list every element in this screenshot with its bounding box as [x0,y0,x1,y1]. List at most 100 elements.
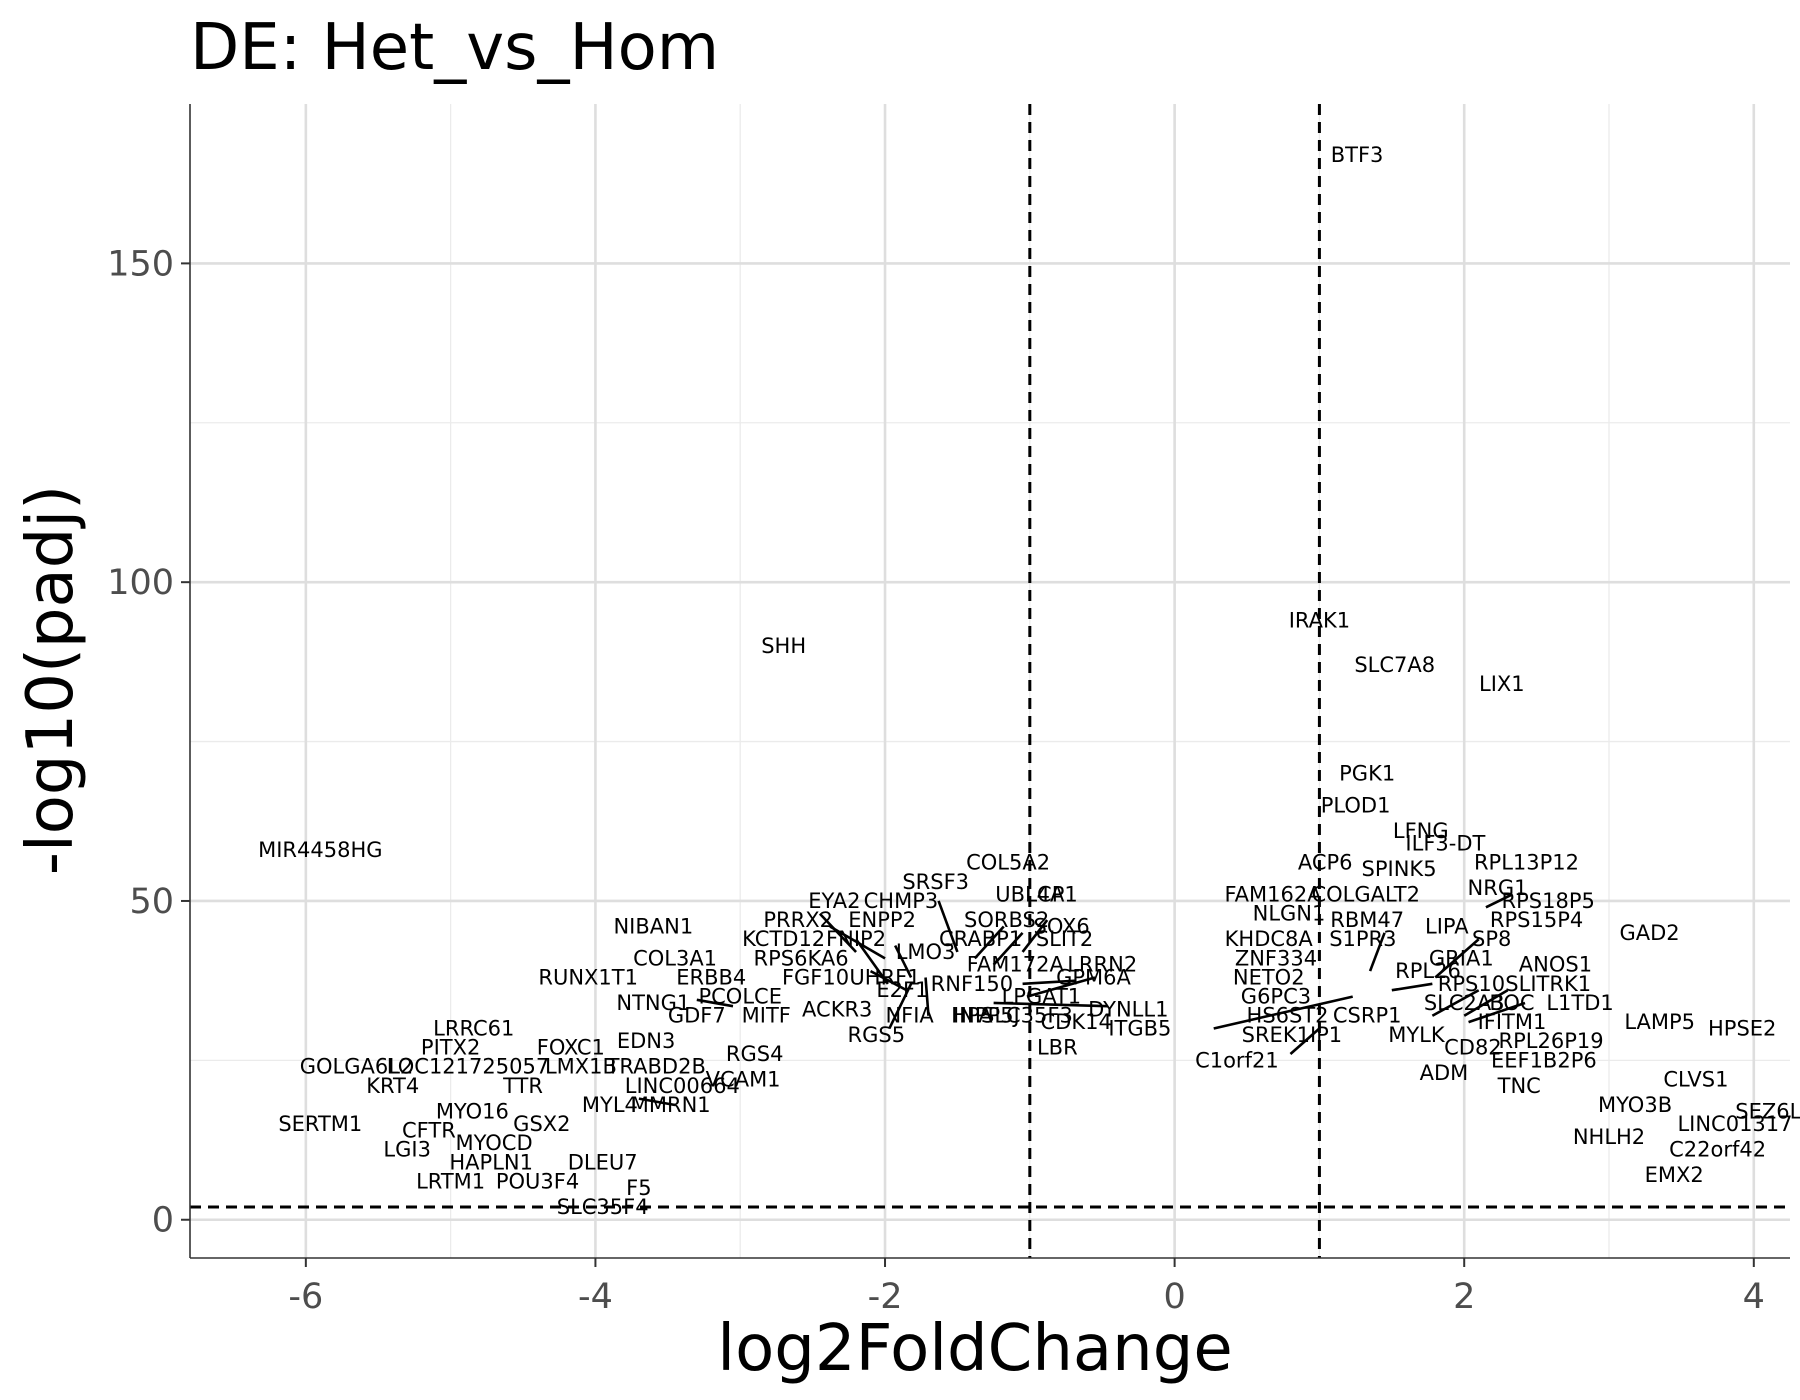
gene-label: BTF3 [1331,143,1384,167]
gene-label: SPINK5 [1362,857,1437,881]
gene-label: KCTD12 [742,927,825,951]
gene-label: LGI3 [383,1138,431,1162]
gene-label: EYA2 [808,889,860,913]
leader-line [1431,989,1480,1017]
leader-line [993,1001,1109,1008]
gene-label: UHRF1 [849,965,920,989]
gene-label: PRRX2 [763,908,833,932]
gene-label: LRRC61 [433,1016,514,1040]
gene-label: DLEU7 [568,1150,638,1174]
gene-label: PLOD1 [1321,793,1391,817]
gene-label: ILF3-DT [1405,832,1485,856]
gene-label: INPP5J [953,1004,1020,1028]
gene-label: LMO3 [896,940,956,964]
leader-line [888,983,913,1030]
gene-label: RPS6KA6 [754,946,849,970]
gene-label: NHLH2 [1573,1125,1645,1149]
gene-label: ENPP2 [848,908,916,932]
gene-label: E2F1 [876,978,928,1002]
gene-label: EDN3 [617,1029,676,1053]
gene-label: RPS18P5 [1502,889,1595,913]
leader-line [1022,979,1077,986]
x-tick-label: -6 [288,1277,323,1317]
gene-label: SORBS2 [964,908,1049,932]
gene-label: SEZ6L [1735,1099,1800,1123]
gene-label: ZNF334 [1235,946,1317,970]
gene-label: NIBAN1 [613,914,693,938]
gene-label: RPL26P19 [1499,1029,1604,1053]
gene-label: TNC [1497,1074,1541,1098]
chart-title: DE: Het_vs_Hom [190,11,719,85]
gene-label: SLC35F4 [557,1195,649,1219]
gene-label: HPSE2 [1708,1016,1776,1040]
x-axis-title: log2FoldChange [717,1312,1232,1386]
gene-label: EMX2 [1645,1163,1704,1187]
leader-line [1368,932,1386,972]
gene-label: DYNLL1 [1088,997,1168,1021]
gene-label: G6PC3 [1241,985,1311,1009]
threshold-lines [190,104,1790,1258]
leader-line [973,925,1005,960]
gene-label: MMRN1 [631,1093,711,1117]
gene-label: GOLGA6L2 [300,1055,414,1079]
gene-label: CSRP1 [1333,1004,1402,1028]
gene-label: VCAM1 [706,1067,781,1091]
gene-label: GAD2 [1619,921,1679,945]
gene-label: CDK14 [1040,1010,1111,1034]
gene-label: LINC00664 [625,1074,740,1098]
gene-label: RPL13P12 [1474,851,1579,875]
gene-label: RBM47 [1330,908,1404,932]
x-tick-label: 2 [1453,1277,1475,1317]
gene-label: LMX1B [545,1055,617,1079]
gene-label: LOC121725057 [387,1055,549,1079]
gene-label: C1orf21 [1195,1048,1279,1072]
gene-label: KHDC8A [1225,927,1314,951]
gene-label: FOXC1 [537,1036,605,1060]
gene-label: LFNG [1393,819,1449,843]
gene-label: MYO16 [436,1099,509,1123]
gene-label: LPGAT1 [1002,985,1082,1009]
y-axis-ticks: 0 50 100 150 [107,244,190,1241]
gene-label: CFTR [402,1118,456,1142]
gene-label: RPL26 [1395,959,1461,983]
leader-line [1391,982,1433,992]
major-gridlines [190,104,1790,1258]
gene-label: RUNX1T1 [538,965,638,989]
gene-label: LCP1 [1025,883,1077,907]
gene-label: MYLK [1388,1023,1446,1047]
y-tick-label: 50 [129,882,174,922]
gene-label: GPM6A [1056,965,1131,989]
gene-label: NLGN1 [1253,902,1326,926]
gene-label: SHH [761,634,806,658]
gene-label: LRRN2 [1067,953,1137,977]
gene-label: ACP6 [1298,851,1353,875]
gene-label: RGS4 [726,1042,784,1066]
leader-line [1026,976,1096,998]
gene-label: PGK1 [1339,761,1395,785]
gene-label: HPA [951,1004,993,1028]
gene-label: NETO2 [1233,965,1305,989]
gene-label: COL3A1 [633,946,717,970]
gene-label: SLIT2 [1036,927,1093,951]
gene-label: HS6ST2 [1247,1004,1329,1028]
gene-label: S1PR3 [1329,927,1396,951]
leader-line [1289,1027,1321,1055]
gene-label: CRABP1 [939,927,1022,951]
gene-label: ADM [1420,1061,1469,1085]
gene-label: KRT4 [366,1074,419,1098]
gene-label: TTR [502,1074,543,1098]
axes [189,104,1790,1259]
gene-label: GRIA1 [1429,946,1494,970]
leader-line [696,998,734,1008]
label-leader-lines [638,893,1526,1107]
gene-label: SREK1IP1 [1242,1023,1343,1047]
gene-label: IFITM1 [1478,1010,1547,1034]
gene-label: SOX6 [1034,914,1090,938]
gene-label: SRSF3 [902,870,969,894]
gene-label: MYOCD [455,1131,532,1155]
gene-label: RNF150 [931,972,1013,996]
leader-line [1485,893,1513,909]
gene-label: POU3F4 [496,1169,579,1193]
